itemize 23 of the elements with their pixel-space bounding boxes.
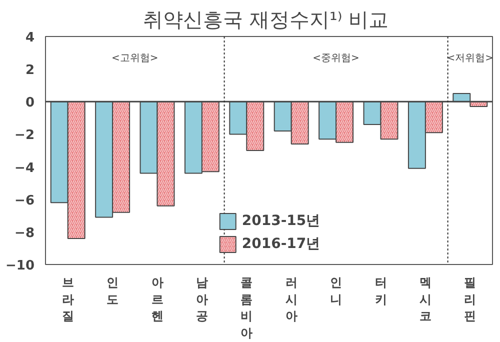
x-tick-label: 브라질 — [62, 276, 74, 324]
y-tick-label: −6 — [14, 193, 35, 208]
y-tick-label: 2 — [25, 63, 34, 78]
x-tick-label: 남아공 — [196, 276, 208, 324]
x-tick-label: 러시아 — [285, 276, 298, 324]
x-tick-label: 인도 — [106, 276, 119, 306]
y-tick-label: −2 — [14, 128, 35, 144]
x-tick-label: 콜롬비아 — [240, 276, 253, 340]
y-tick-label: 4 — [25, 30, 34, 46]
x-tick-label: 아르헨 — [151, 276, 164, 324]
y-tick-label: −4 — [14, 160, 35, 176]
legend-label: 2016-17년 — [242, 235, 320, 253]
x-tick-label: 필리핀 — [464, 276, 476, 324]
x-tick-label: 터키 — [374, 276, 387, 306]
annotation: <고위험> — [112, 53, 158, 64]
y-tick-label: −8 — [14, 226, 35, 241]
legend-label: 2013-15년 — [242, 212, 320, 230]
y-tick-label: −10 — [6, 258, 34, 274]
y-tick-label: 0 — [25, 96, 34, 111]
chart-title: 취약신흥국 재정수지¹⁾ 비교 — [143, 8, 389, 32]
annotation: <중위험> — [312, 53, 360, 64]
x-tick-label: 멕시코 — [419, 276, 432, 324]
x-tick-label: 인니 — [330, 276, 342, 306]
